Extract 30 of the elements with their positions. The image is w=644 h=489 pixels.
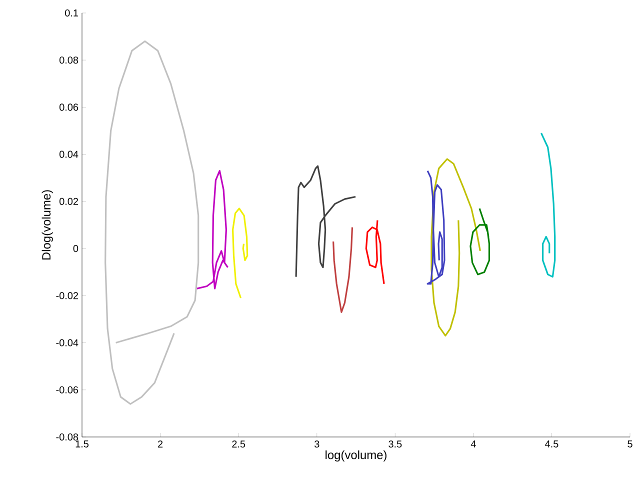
y-tick-label: 0.06: [59, 104, 78, 111]
y-tick-label: -0.08: [56, 433, 78, 441]
line-series: [232, 208, 248, 299]
line-series: [365, 219, 385, 285]
x-tick-label: 1.5: [76, 440, 89, 448]
x-tick-label: 3.5: [388, 440, 402, 448]
line-series: [540, 132, 556, 278]
x-tick-label: 4.5: [545, 440, 558, 448]
x-tick-label: 2: [158, 440, 163, 448]
line-series: [295, 165, 356, 278]
y-tick-label: 0: [73, 245, 78, 252]
y-tick-label: -0.02: [56, 292, 78, 300]
y-axis-title: Dlog(volume): [42, 190, 53, 260]
y-tick-label: 0.1: [65, 9, 78, 17]
y-tick-label: 0.04: [59, 150, 78, 158]
line-series: [104, 40, 200, 405]
x-tick-label: 2.5: [232, 440, 246, 448]
line-series: [332, 226, 354, 313]
x-tick-label: 3: [314, 440, 320, 448]
y-tick-label: -0.06: [56, 386, 78, 394]
line-series: [430, 158, 481, 336]
x-tick-label: 4: [470, 440, 476, 448]
y-tick-label: 0.08: [59, 56, 78, 64]
x-tick-label: 5: [628, 440, 632, 448]
line-series: [426, 170, 446, 285]
y-tick-label: -0.04: [56, 339, 78, 346]
line-series: [196, 170, 229, 290]
x-axis-title: log(volume): [326, 450, 386, 462]
line-series: [470, 208, 490, 276]
y-tick-label: 0.02: [59, 198, 78, 205]
